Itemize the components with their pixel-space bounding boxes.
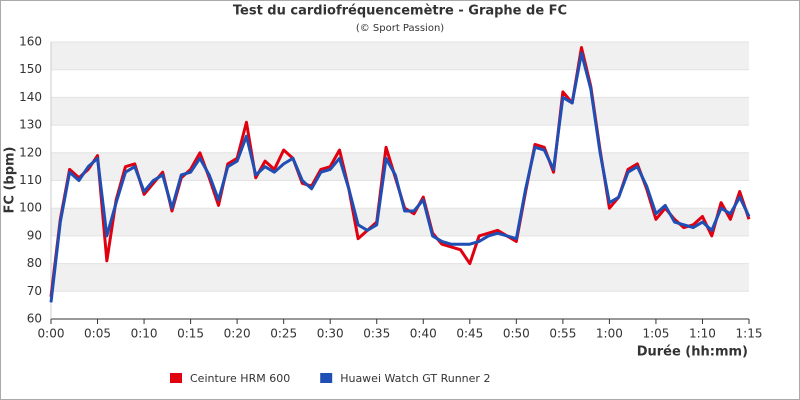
x-tick-label: 1:15 (736, 327, 763, 341)
y-tick-label: 90 (27, 228, 42, 242)
x-tick-label: 0:05 (84, 327, 111, 341)
grid-band (51, 97, 749, 126)
y-tick-label: 160 (19, 35, 42, 49)
y-axis-title: FC (bpm) (3, 147, 18, 214)
y-tick-label: 60 (27, 312, 42, 326)
legend: Ceinture HRM 600 Huawei Watch GT Runner 2 (170, 372, 490, 385)
x-axis-title: Durée (hh:mm) (637, 345, 748, 360)
x-tick-label: 1:10 (689, 327, 716, 341)
grid-band (51, 263, 749, 292)
x-tick-label: 0:45 (456, 327, 483, 341)
legend-swatch (170, 373, 182, 383)
x-tick-label: 0:35 (363, 327, 390, 341)
x-tick-label: 0:00 (38, 327, 65, 341)
y-tick-label: 130 (19, 118, 42, 132)
x-tick-label: 1:05 (642, 327, 669, 341)
x-tick-label: 0:10 (131, 327, 158, 341)
y-tick-label: 100 (19, 201, 42, 215)
y-tick-label: 140 (19, 90, 42, 104)
grid-band (51, 208, 749, 236)
x-tick-label: 0:50 (503, 327, 530, 341)
x-tick-label: 0:25 (270, 327, 297, 341)
x-tick-label: 0:30 (317, 327, 344, 341)
legend-swatch (320, 373, 333, 383)
x-tick-label: 0:20 (224, 327, 251, 341)
x-tick-label: 0:40 (410, 327, 437, 341)
chart-title: Test du cardiofréquencemètre - Graphe de… (233, 4, 567, 19)
y-tick-label: 70 (27, 284, 42, 298)
x-tick-label: 0:15 (177, 327, 204, 341)
series-line (49, 51, 751, 303)
chart-subtitle: (© Sport Passion) (356, 23, 444, 34)
legend-label: Huawei Watch GT Runner 2 (340, 372, 490, 385)
grid-band (51, 42, 749, 70)
y-tick-label: 120 (19, 145, 42, 159)
y-tick-label: 150 (19, 62, 42, 76)
y-tick-label: 110 (19, 173, 42, 187)
legend-label: Ceinture HRM 600 (190, 372, 290, 385)
grid-band (51, 152, 749, 181)
y-tick-label: 80 (27, 256, 42, 270)
x-tick-label: 1:00 (596, 327, 623, 341)
x-tick-label: 0:55 (549, 327, 576, 341)
